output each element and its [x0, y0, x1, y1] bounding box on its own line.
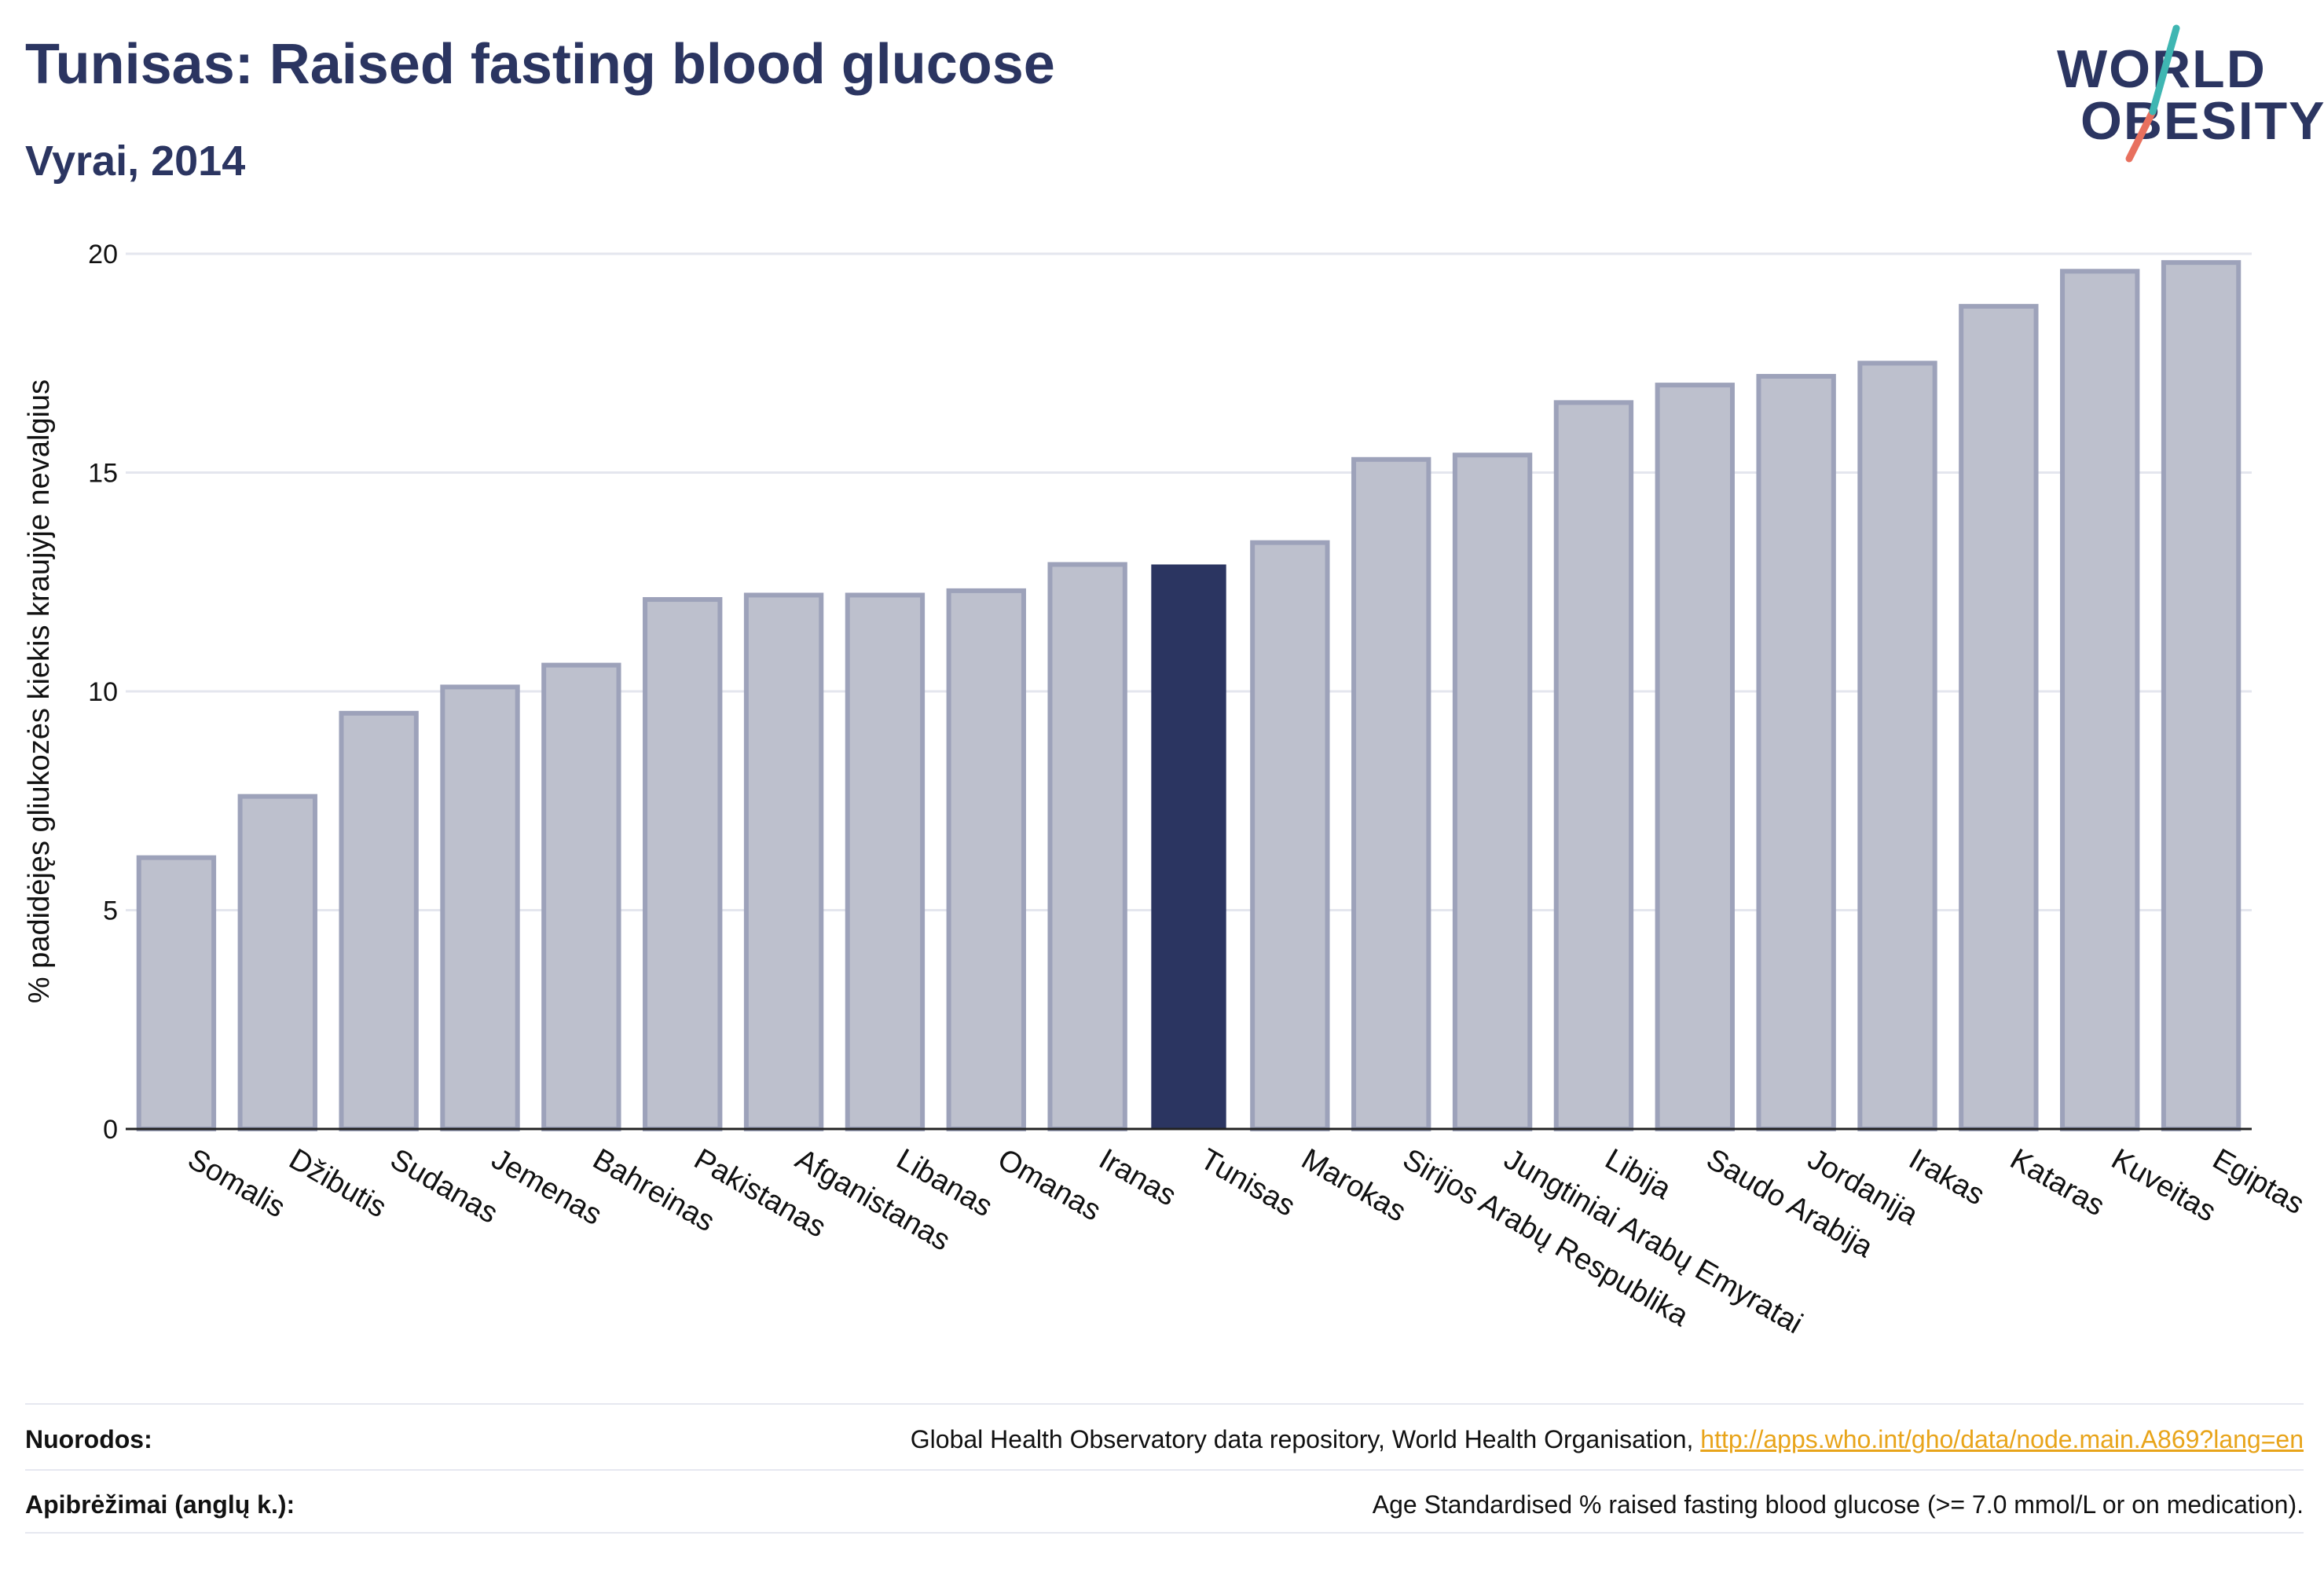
footer-divider-top: [25, 1403, 2304, 1405]
bar: [2161, 260, 2242, 1131]
bar-highlight: [1151, 564, 1226, 1129]
logo-word-obesity: OBESITY: [2080, 91, 2324, 151]
footer-definitions-row: Apibrėžimai (anglų k.): Age Standardised…: [25, 1490, 2304, 1519]
x-tick-label: Saudo Arabija: [1701, 1142, 1879, 1264]
bar: [1351, 456, 1431, 1131]
bar: [1959, 303, 2039, 1132]
bar: [1047, 562, 1127, 1131]
chart-subtitle: Vyrai, 2014: [25, 137, 246, 185]
bar: [339, 710, 419, 1131]
logo-slash-icon: [2125, 24, 2180, 163]
x-tick-label: Libija: [1600, 1142, 1677, 1206]
bar: [2060, 269, 2140, 1131]
y-tick-label: 0: [103, 1115, 118, 1145]
bar: [1452, 453, 1533, 1131]
bar: [946, 588, 1026, 1131]
bar-chart: SomalisDžibutisSudanasJemenasBahreinasPa…: [23, 240, 2310, 1340]
x-tick-label: Tunisas: [1195, 1142, 1301, 1222]
x-tick-label: Omanas: [992, 1142, 1106, 1227]
definitions-text: Age Standardised % raised fasting blood …: [1372, 1490, 2304, 1519]
sources-text: Global Health Observatory data repositor…: [910, 1425, 1701, 1453]
bar: [1756, 373, 1836, 1131]
x-tick-label: Marokas: [1296, 1142, 1411, 1228]
chart-title: Tunisas: Raised fasting blood glucose: [25, 33, 1055, 96]
y-tick-label: 20: [88, 240, 118, 269]
sources-label: Nuorodos:: [25, 1425, 152, 1453]
bar: [1857, 361, 1937, 1131]
footer-divider-middle: [25, 1469, 2304, 1471]
bar: [1553, 400, 1634, 1131]
y-tick-label: 5: [103, 896, 118, 926]
x-tick-label: Kataras: [2004, 1142, 2110, 1222]
definitions-label: Apibrėžimai (anglų k.):: [25, 1490, 295, 1519]
y-axis-label: % padidėjęs gliukozės kiekis kraujyje ne…: [23, 379, 56, 1003]
world-obesity-logo: WORLD OBESITY: [2043, 24, 2324, 165]
bar: [743, 592, 824, 1131]
x-tick-label: Egiptas: [2207, 1142, 2310, 1221]
footer-sources-row: Nuorodos: Global Health Observatory data…: [25, 1425, 2304, 1454]
x-tick-labels: SomalisDžibutisSudanasJemenasBahreinasPa…: [182, 1142, 2310, 1340]
x-tick-label: Kuveitas: [2106, 1142, 2221, 1228]
x-tick-label: Jemenas: [486, 1142, 608, 1231]
bar: [440, 684, 520, 1131]
footer-divider-bottom: [25, 1532, 2304, 1534]
sources-link[interactable]: http://apps.who.int/gho/data/node.main.A…: [1700, 1425, 2304, 1453]
bar: [541, 662, 621, 1131]
x-tick-label: Somalis: [182, 1142, 291, 1224]
y-tick-label: 15: [88, 459, 118, 489]
bar: [136, 855, 217, 1132]
sources-value: Global Health Observatory data repositor…: [911, 1425, 2304, 1454]
x-tick-label: Džibutis: [284, 1142, 392, 1224]
y-tick-label: 10: [88, 677, 118, 707]
x-tick-label: Iranas: [1094, 1142, 1182, 1212]
y-tick-labels: 0 5 10 15 20: [88, 240, 118, 1145]
bars: [136, 260, 2242, 1132]
bar: [1655, 383, 1735, 1132]
bar: [845, 592, 926, 1131]
bar: [237, 793, 317, 1131]
bar: [643, 597, 723, 1131]
x-tick-label: Sudanas: [385, 1142, 504, 1230]
bar: [1250, 540, 1330, 1131]
